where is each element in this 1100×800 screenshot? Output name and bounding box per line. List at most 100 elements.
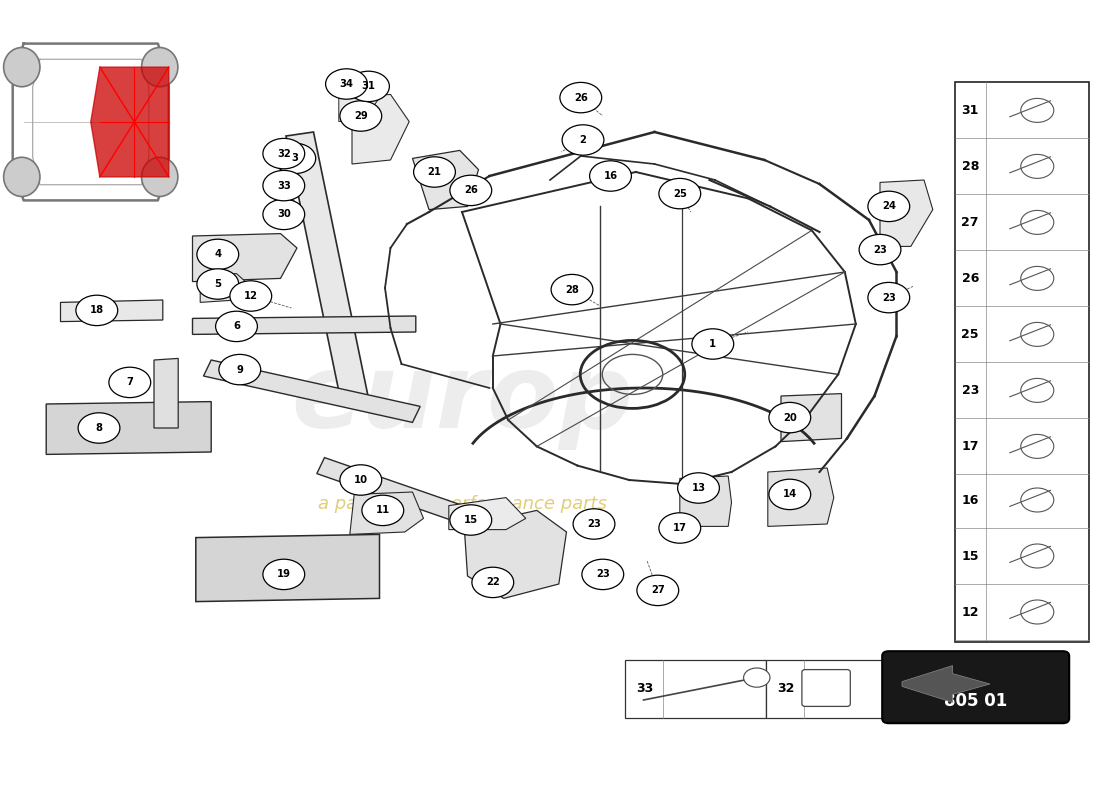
Circle shape: [769, 479, 811, 510]
Text: 8: 8: [96, 423, 102, 433]
Polygon shape: [200, 274, 251, 302]
Circle shape: [769, 402, 811, 433]
Polygon shape: [902, 666, 990, 702]
Polygon shape: [192, 234, 297, 282]
Polygon shape: [768, 468, 834, 526]
Text: 13: 13: [692, 483, 705, 493]
Text: 9: 9: [236, 365, 243, 374]
Text: 32: 32: [777, 682, 794, 695]
Polygon shape: [46, 402, 211, 454]
Text: 17: 17: [961, 440, 979, 453]
Polygon shape: [449, 498, 526, 530]
Circle shape: [659, 513, 701, 543]
Circle shape: [263, 559, 305, 590]
Polygon shape: [154, 358, 178, 428]
Text: 14: 14: [783, 490, 796, 499]
Circle shape: [450, 175, 492, 206]
Circle shape: [744, 668, 770, 687]
Text: 4: 4: [214, 250, 221, 259]
Circle shape: [590, 161, 631, 191]
Text: 5: 5: [214, 279, 221, 289]
Text: 24: 24: [882, 202, 895, 211]
Circle shape: [573, 509, 615, 539]
Circle shape: [3, 158, 40, 197]
FancyBboxPatch shape: [882, 651, 1069, 723]
Text: 2: 2: [580, 135, 586, 145]
Text: 27: 27: [651, 586, 664, 595]
Polygon shape: [680, 476, 732, 526]
Polygon shape: [464, 510, 566, 598]
Polygon shape: [781, 394, 842, 442]
Polygon shape: [204, 360, 420, 422]
Text: 23: 23: [596, 570, 609, 579]
Text: 10: 10: [354, 475, 367, 485]
Circle shape: [414, 157, 455, 187]
Polygon shape: [350, 492, 424, 534]
Circle shape: [274, 143, 316, 174]
Text: 20: 20: [783, 413, 796, 422]
Text: 16: 16: [961, 494, 979, 506]
Circle shape: [348, 71, 389, 102]
Text: 7: 7: [126, 378, 133, 387]
Text: 29: 29: [354, 111, 367, 121]
Circle shape: [142, 47, 178, 86]
Polygon shape: [880, 180, 933, 246]
Circle shape: [197, 269, 239, 299]
Polygon shape: [196, 534, 380, 602]
Circle shape: [340, 101, 382, 131]
Polygon shape: [412, 150, 478, 210]
Text: 1: 1: [710, 339, 716, 349]
Circle shape: [362, 495, 404, 526]
Text: 26: 26: [464, 186, 477, 195]
Text: 26: 26: [961, 272, 979, 285]
Text: 26: 26: [574, 93, 587, 102]
Text: 23: 23: [961, 384, 979, 397]
Polygon shape: [352, 94, 409, 164]
Text: 27: 27: [961, 216, 979, 229]
Text: 34: 34: [340, 79, 353, 89]
FancyBboxPatch shape: [802, 670, 850, 706]
Text: 31: 31: [961, 104, 979, 117]
Circle shape: [582, 559, 624, 590]
Circle shape: [859, 234, 901, 265]
Text: 18: 18: [90, 306, 103, 315]
Text: 805 01: 805 01: [944, 692, 1008, 710]
Circle shape: [109, 367, 151, 398]
Text: a passion for performance parts: a passion for performance parts: [318, 495, 606, 513]
Text: 12: 12: [244, 291, 257, 301]
Polygon shape: [192, 316, 416, 334]
Polygon shape: [60, 300, 163, 322]
Text: 23: 23: [587, 519, 601, 529]
Text: europ: europ: [290, 350, 634, 450]
Circle shape: [472, 567, 514, 598]
Text: 6: 6: [233, 322, 240, 331]
Text: 11: 11: [376, 506, 389, 515]
Circle shape: [230, 281, 272, 311]
Text: 28: 28: [565, 285, 579, 294]
Circle shape: [76, 295, 118, 326]
Circle shape: [678, 473, 719, 503]
Polygon shape: [339, 76, 380, 122]
Text: 19: 19: [277, 570, 290, 579]
FancyBboxPatch shape: [625, 660, 766, 718]
Text: 31: 31: [362, 82, 375, 91]
Circle shape: [637, 575, 679, 606]
Text: 15: 15: [464, 515, 477, 525]
Circle shape: [659, 178, 701, 209]
Circle shape: [219, 354, 261, 385]
Circle shape: [562, 125, 604, 155]
Text: 16: 16: [604, 171, 617, 181]
Text: 15: 15: [961, 550, 979, 562]
Polygon shape: [90, 67, 168, 177]
Circle shape: [142, 158, 178, 197]
Text: 33: 33: [277, 181, 290, 190]
Polygon shape: [317, 458, 486, 530]
Circle shape: [263, 199, 305, 230]
Text: 32: 32: [277, 149, 290, 158]
Text: 30: 30: [277, 210, 290, 219]
Text: 25: 25: [961, 328, 979, 341]
Text: 22: 22: [486, 578, 499, 587]
Circle shape: [551, 274, 593, 305]
Circle shape: [78, 413, 120, 443]
Circle shape: [868, 191, 910, 222]
